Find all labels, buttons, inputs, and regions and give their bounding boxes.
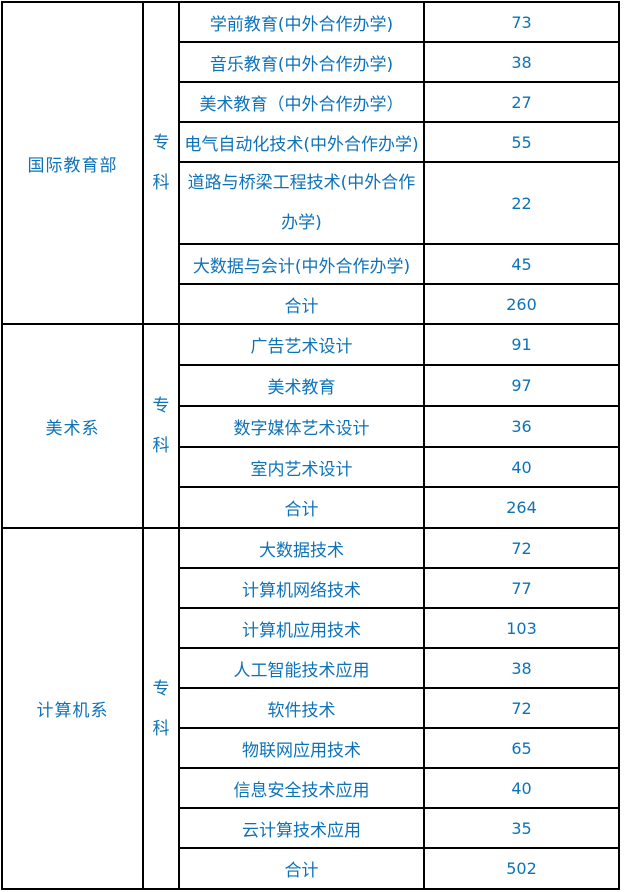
table-row: 数字媒体艺术设计 36 bbox=[2, 405, 620, 448]
program-cell: 软件技术 bbox=[178, 687, 425, 729]
table-row: 计算机系 专科 大数据技术 72 bbox=[1, 527, 620, 890]
department-cell: 国际教育部 bbox=[1, 1, 144, 325]
count-cell: 72 bbox=[423, 687, 620, 729]
total-row: 合计 264 bbox=[2, 486, 620, 529]
total-count-cell: 260 bbox=[423, 283, 620, 325]
level-cell: 专科 bbox=[142, 1, 180, 325]
table-row: 信息安全技术应用 40 bbox=[2, 767, 620, 809]
table-row: 大数据与会计(中外合作办学) 45 bbox=[2, 243, 620, 285]
table-row: 道路与桥梁工程技术(中外合作 办学) 22 bbox=[2, 161, 620, 245]
count-cell: 77 bbox=[423, 567, 620, 609]
program-cell: 信息安全技术应用 bbox=[178, 767, 425, 809]
level-label: 专科 bbox=[152, 133, 170, 193]
program-cell: 云计算技术应用 bbox=[178, 807, 425, 849]
table-row: 室内艺术设计 40 bbox=[2, 446, 620, 488]
total-count-cell: 264 bbox=[423, 486, 620, 529]
level-cell: 专科 bbox=[142, 323, 180, 529]
department-cell: 美术系 bbox=[1, 323, 144, 529]
table-row: 美术教育（中外合作办学） 27 bbox=[2, 81, 620, 123]
program-cell: 大数据与会计(中外合作办学) bbox=[178, 243, 425, 285]
program-cell: 电气自动化技术(中外合作办学) bbox=[178, 121, 425, 163]
program-cell: 美术教育（中外合作办学） bbox=[178, 81, 425, 123]
total-label-cell: 合计 bbox=[178, 847, 425, 890]
table-row: 电气自动化技术(中外合作办学) 55 bbox=[2, 121, 620, 163]
count-cell: 22 bbox=[423, 161, 620, 245]
program-cell: 大数据技术 bbox=[178, 527, 425, 569]
table-row: 计算机网络技术 77 bbox=[2, 567, 620, 609]
table-row: 美术教育 97 bbox=[2, 364, 620, 407]
program-cell: 学前教育(中外合作办学) bbox=[178, 1, 425, 43]
count-cell: 45 bbox=[423, 243, 620, 285]
program-cell: 计算机网络技术 bbox=[178, 567, 425, 609]
table-row: 美术系 专科 广告艺术设计 91 bbox=[1, 323, 620, 529]
program-cell: 物联网应用技术 bbox=[178, 727, 425, 769]
department-cell: 计算机系 bbox=[1, 527, 144, 890]
table-row: 人工智能技术应用 38 bbox=[2, 647, 620, 689]
count-cell: 72 bbox=[423, 527, 620, 569]
program-cell: 道路与桥梁工程技术(中外合作 办学) bbox=[178, 161, 425, 245]
level-label: 专科 bbox=[152, 678, 170, 739]
program-cell: 人工智能技术应用 bbox=[178, 647, 425, 689]
total-row: 合计 260 bbox=[2, 283, 620, 325]
program-cell: 计算机应用技术 bbox=[178, 607, 425, 649]
count-cell: 38 bbox=[423, 41, 620, 83]
program-cell: 美术教育 bbox=[178, 364, 425, 407]
count-cell: 103 bbox=[423, 607, 620, 649]
count-cell: 35 bbox=[423, 807, 620, 849]
count-cell: 40 bbox=[423, 767, 620, 809]
count-cell: 27 bbox=[423, 81, 620, 123]
table-row: 物联网应用技术 65 bbox=[2, 727, 620, 769]
program-cell: 数字媒体艺术设计 bbox=[178, 405, 425, 448]
total-label-cell: 合计 bbox=[178, 486, 425, 529]
count-cell: 36 bbox=[423, 405, 620, 448]
total-count-cell: 502 bbox=[423, 847, 620, 890]
total-label-cell: 合计 bbox=[178, 283, 425, 325]
count-cell: 38 bbox=[423, 647, 620, 689]
count-cell: 55 bbox=[423, 121, 620, 163]
count-cell: 65 bbox=[423, 727, 620, 769]
table-row: 云计算技术应用 35 bbox=[2, 807, 620, 849]
program-cell: 广告艺术设计 bbox=[178, 323, 425, 366]
level-cell: 专科 bbox=[142, 527, 180, 890]
count-cell: 73 bbox=[423, 1, 620, 43]
table-row: 音乐教育(中外合作办学) 38 bbox=[2, 41, 620, 83]
count-cell: 40 bbox=[423, 446, 620, 488]
total-row: 合计 502 bbox=[2, 847, 620, 890]
program-cell: 室内艺术设计 bbox=[178, 446, 425, 488]
table-row: 软件技术 72 bbox=[2, 687, 620, 729]
program-cell: 音乐教育(中外合作办学) bbox=[178, 41, 425, 83]
count-cell: 97 bbox=[423, 364, 620, 407]
table-row: 国际教育部 专科 学前教育(中外合作办学) 73 bbox=[1, 1, 620, 325]
table-row: 计算机应用技术 103 bbox=[2, 607, 620, 649]
level-label: 专科 bbox=[152, 396, 170, 456]
count-cell: 91 bbox=[423, 323, 620, 366]
